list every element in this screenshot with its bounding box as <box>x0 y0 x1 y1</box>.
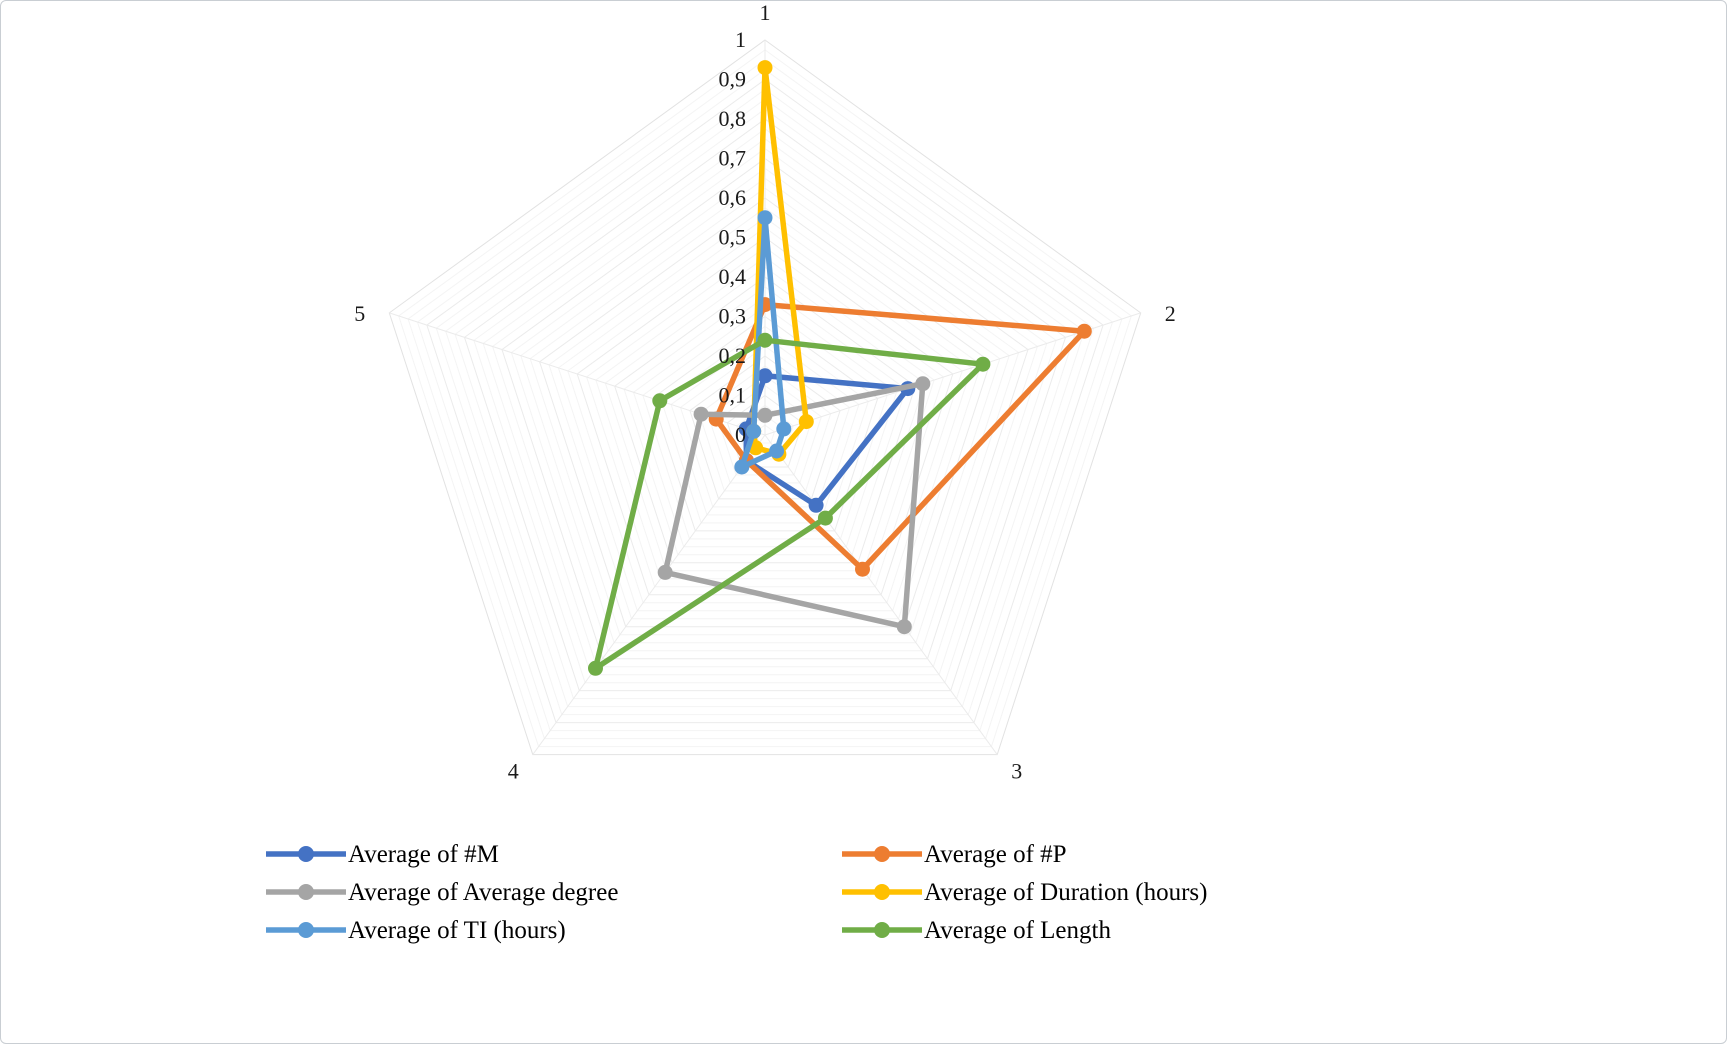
series-marker <box>915 376 931 392</box>
series-marker <box>757 210 773 226</box>
radial-tick-label: 0,8 <box>719 106 747 131</box>
series-line <box>743 373 911 509</box>
pentagon-gridline <box>407 59 1123 740</box>
legend-label: Average of Average degree <box>348 878 619 906</box>
pentagon-gridline <box>482 138 1048 676</box>
legend-line-marker-icon <box>842 922 922 938</box>
legend-label: Average of Duration (hours) <box>924 878 1208 906</box>
pentagon-gridline <box>473 128 1057 684</box>
series-marker <box>652 393 668 409</box>
series-line <box>739 214 787 470</box>
series-marker <box>757 368 773 384</box>
pentagon-gridline <box>454 108 1076 700</box>
series-marker <box>855 561 870 577</box>
category-label: 2 <box>1165 301 1176 326</box>
pentagon-gridline <box>529 187 1001 636</box>
series-marker <box>746 423 762 439</box>
pentagon-gridline <box>463 118 1067 692</box>
series-marker <box>588 660 603 676</box>
pentagon-gridline <box>435 88 1095 716</box>
series-marker <box>693 406 709 422</box>
series-marker <box>757 332 773 348</box>
legend-label: Average of TI (hours) <box>348 916 566 944</box>
series-marker <box>896 619 912 635</box>
series-5 <box>734 210 792 475</box>
pentagon-gridline <box>726 394 804 468</box>
pentagon-gridline <box>670 335 860 516</box>
radial-tick-label: 0,4 <box>719 264 747 289</box>
pentagon-gridline <box>445 98 1085 708</box>
series-marker <box>734 459 750 475</box>
pentagon-gridline <box>614 276 916 564</box>
pentagon-gridline <box>548 207 982 620</box>
pentagon-gridline <box>642 305 888 540</box>
series-marker <box>769 443 785 459</box>
category-label: 3 <box>1011 759 1022 784</box>
radial-tick-label: 0,3 <box>719 304 747 329</box>
radial-tick-label: 0,7 <box>719 146 747 171</box>
pentagon-gridline <box>557 217 973 612</box>
series-marker <box>808 497 824 513</box>
series-3 <box>657 376 931 635</box>
radial-tick-labels: 0 0,1 0,2 0,3 0,4 0,5 0,6 0,7 0,8 0,9 1 <box>719 27 747 447</box>
legend-label: Average of #M <box>348 840 499 868</box>
pentagon-gridline <box>595 256 935 580</box>
category-label: 1 <box>760 0 771 25</box>
radial-tick-label: 0,9 <box>719 67 747 92</box>
legend-item: Average of #P <box>840 840 1416 868</box>
pentagon-gridline <box>501 157 1029 660</box>
radial-tick-label: 0,6 <box>719 185 747 210</box>
series-marker <box>975 356 991 372</box>
radar-spoke <box>764 434 998 755</box>
legend-line-marker-icon <box>266 846 346 862</box>
radial-tick-label: 0,2 <box>719 343 747 368</box>
series-6 <box>588 332 991 676</box>
legend-item: Average of #M <box>264 840 840 868</box>
series-marker <box>776 421 792 437</box>
pentagon-gridline <box>632 296 898 548</box>
pentagon-gridline <box>398 49 1132 748</box>
legend-line-marker-icon <box>266 922 346 938</box>
pentagon-gridline <box>567 226 963 604</box>
legend-item: Average of Length <box>840 916 1416 944</box>
pentagon-gridline <box>492 147 1038 668</box>
pentagon-gridline <box>604 266 926 572</box>
category-label: 4 <box>508 759 519 784</box>
legend-line-marker-icon <box>842 884 922 900</box>
radial-tick-label: 0 <box>735 422 746 447</box>
legend-line-marker-icon <box>842 846 922 862</box>
legend-label: Average of #P <box>924 840 1067 868</box>
series-marker <box>657 564 673 580</box>
pentagon-gridline <box>426 78 1104 724</box>
legend-line-marker-icon <box>266 884 346 900</box>
radar-series <box>588 60 1092 676</box>
pentagon-gridline <box>520 177 1010 644</box>
legend-item: Average of Duration (hours) <box>840 878 1416 906</box>
pentagon-gridline <box>539 197 991 628</box>
pentagon-gridline <box>679 345 851 508</box>
legend-item: Average of Average degree <box>264 878 840 906</box>
series-line <box>713 301 1088 572</box>
series-marker <box>798 414 814 430</box>
chart-legend: Average of #M Average of #P Average of Ave… <box>264 840 1416 944</box>
series-marker <box>1076 323 1092 339</box>
outer-pentagon-gridline <box>388 39 1142 756</box>
legend-item: Average of TI (hours) <box>264 916 840 944</box>
category-axis-labels: 1 2 3 4 5 <box>354 0 1175 784</box>
pentagon-gridline <box>416 68 1114 732</box>
series-marker <box>757 407 773 423</box>
legend-label: Average of Length <box>924 916 1111 944</box>
radial-tick-label: 0,1 <box>719 383 747 408</box>
category-label: 5 <box>354 301 365 326</box>
radial-tick-label: 0,5 <box>719 225 747 250</box>
series-line <box>662 380 926 630</box>
radial-tick-label: 1 <box>735 27 746 52</box>
radar-spoke <box>532 434 766 755</box>
series-line <box>592 337 986 672</box>
series-marker <box>757 60 773 76</box>
series-marker <box>817 510 833 526</box>
